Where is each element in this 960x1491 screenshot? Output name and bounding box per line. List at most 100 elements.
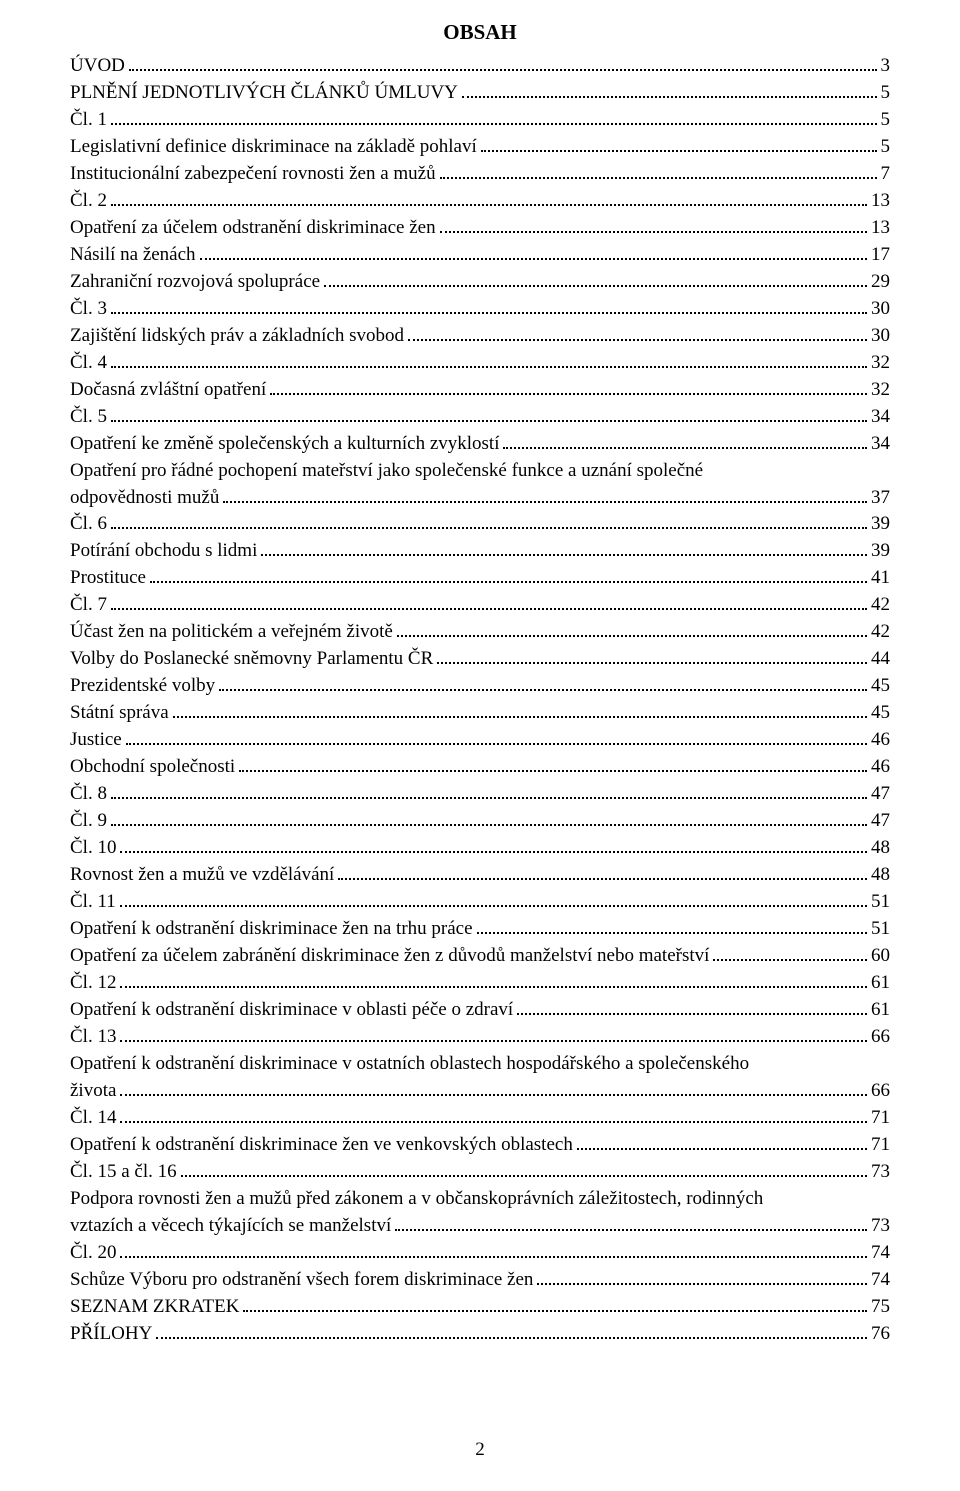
toc-entry-label: Opatření k odstranění diskriminace žen n…	[70, 916, 473, 943]
toc-entry-page: 30	[871, 323, 890, 350]
toc-entry-page: 45	[871, 673, 890, 700]
toc-entry-page: 47	[871, 781, 890, 808]
toc-entry-page: 48	[871, 862, 890, 889]
toc-entry-label: Čl. 14	[70, 1105, 116, 1132]
toc-leader-dots	[481, 139, 877, 152]
toc-entry-label: Volby do Poslanecké sněmovny Parlamentu …	[70, 646, 433, 673]
toc-entry: Institucionální zabezpečení rovnosti žen…	[70, 161, 890, 188]
toc-entry-page: 61	[871, 997, 890, 1024]
toc-leader-dots	[440, 165, 877, 178]
toc-entry-label: Čl. 3	[70, 296, 107, 323]
toc-entry-label: Schůze Výboru pro odstranění všech forem…	[70, 1267, 533, 1294]
toc-entry-page: 42	[871, 619, 890, 646]
toc-entry-label-tail: vztazích a věcech týkajících se manželst…	[70, 1213, 391, 1240]
toc-entry-label: Dočasná zvláštní opatření	[70, 377, 266, 404]
toc-entry-page: 76	[871, 1321, 890, 1348]
toc-entry-label: Čl. 11	[70, 889, 116, 916]
toc-entry-page: 47	[871, 808, 890, 835]
toc-entry: Čl. 432	[70, 350, 890, 377]
toc-entry-page: 32	[871, 377, 890, 404]
toc-entry: odpovědnosti mužů37	[70, 485, 890, 512]
toc-entry-label: Zahraniční rozvojová spolupráce	[70, 269, 320, 296]
toc-leader-dots	[173, 705, 867, 718]
toc-entry: ÚVOD 3	[70, 53, 890, 80]
toc-entry-label: SEZNAM ZKRATEK	[70, 1294, 239, 1321]
toc-leader-dots	[219, 678, 867, 691]
toc-leader-dots	[408, 327, 867, 340]
toc-leader-dots	[111, 813, 867, 826]
toc-leader-dots	[111, 408, 867, 421]
toc-entry: Čl. 534	[70, 404, 890, 431]
toc-entry-page: 41	[871, 565, 890, 592]
toc-entry-label: Obchodní společnosti	[70, 754, 235, 781]
toc-entry: Schůze Výboru pro odstranění všech forem…	[70, 1267, 890, 1294]
toc-entry-page: 75	[871, 1294, 890, 1321]
toc-leader-dots	[120, 894, 867, 907]
toc-entry-page: 45	[871, 700, 890, 727]
toc-entry-page: 60	[871, 943, 890, 970]
toc-leader-dots	[324, 273, 867, 286]
toc-entry-page: 30	[871, 296, 890, 323]
toc-leader-dots	[537, 1271, 867, 1284]
toc-leader-dots	[397, 624, 867, 637]
toc-entry-head: Opatření k odstranění diskriminace v ost…	[70, 1051, 890, 1078]
toc-leader-dots	[270, 381, 867, 394]
toc-entry: Opatření za účelem odstranění diskrimina…	[70, 215, 890, 242]
toc-entry-label: Opatření za účelem odstranění diskrimina…	[70, 215, 436, 242]
toc-entry-label: Čl. 13	[70, 1024, 116, 1051]
toc-entry: Justice46	[70, 727, 890, 754]
toc-entry-label: Čl. 20	[70, 1240, 116, 1267]
toc-entry: Opatření k odstranění diskriminace žen n…	[70, 916, 890, 943]
toc-entry-page: 5	[881, 107, 891, 134]
toc-entry-page: 61	[871, 970, 890, 997]
toc-entry-label: Čl. 1	[70, 107, 107, 134]
toc-leader-dots	[200, 246, 867, 259]
toc-leader-dots	[111, 597, 867, 610]
toc-entry: Dočasná zvláštní opatření 32	[70, 377, 890, 404]
toc-leader-dots	[111, 112, 877, 125]
toc-leader-dots	[120, 1109, 867, 1122]
toc-entry: Čl. 6 39	[70, 511, 890, 538]
toc-leader-dots	[437, 651, 867, 664]
toc-entry-label: Čl. 6	[70, 511, 107, 538]
toc-entry-page: 51	[871, 889, 890, 916]
toc-entry: života66	[70, 1078, 890, 1105]
toc-entry: Opatření ke změně společenských a kultur…	[70, 431, 890, 458]
toc-entry-page: 39	[871, 511, 890, 538]
toc-entry-page: 74	[871, 1267, 890, 1294]
toc-entry-label: ÚVOD	[70, 53, 125, 80]
toc-leader-dots	[338, 867, 867, 880]
toc-entry: SEZNAM ZKRATEK 75	[70, 1294, 890, 1321]
toc-entry-page: 73	[871, 1159, 890, 1186]
toc-entry: Potírání obchodu s lidmi39	[70, 538, 890, 565]
toc-entry-label: Čl. 5	[70, 404, 107, 431]
toc-entry: Čl. 3 30	[70, 296, 890, 323]
toc-entry-label: Opatření ke změně společenských a kultur…	[70, 431, 499, 458]
toc-entry: Opatření za účelem zabránění diskriminac…	[70, 943, 890, 970]
toc-entry-page: 46	[871, 727, 890, 754]
toc-entry-label: Opatření k odstranění diskriminace v obl…	[70, 997, 513, 1024]
toc-entry-head: Podpora rovnosti žen a mužů před zákonem…	[70, 1186, 890, 1213]
toc-entry-label: Institucionální zabezpečení rovnosti žen…	[70, 161, 436, 188]
toc-entry: Prostituce41	[70, 565, 890, 592]
toc-entry-page: 51	[871, 916, 890, 943]
toc-entry-page: 74	[871, 1240, 890, 1267]
toc-entry-page: 48	[871, 835, 890, 862]
toc-entry-label: Účast žen na politickém a veřejném život…	[70, 619, 393, 646]
toc-entry-label: Opatření k odstranění diskriminace žen v…	[70, 1132, 573, 1159]
toc-entry-page: 3	[881, 53, 891, 80]
toc-leader-dots	[150, 570, 867, 583]
toc-entry: Čl. 742	[70, 592, 890, 619]
toc-leader-dots	[111, 300, 867, 313]
toc-entry-page: 73	[871, 1213, 890, 1240]
toc-title: OBSAH	[70, 20, 890, 45]
toc-entry: Opatření k odstranění diskriminace žen v…	[70, 1132, 890, 1159]
toc-entry-page: 66	[871, 1024, 890, 1051]
toc-leader-dots	[239, 759, 867, 772]
toc-entry-label: PŘÍLOHY	[70, 1321, 152, 1348]
page: OBSAH ÚVOD3PLNĚNÍ JEDNOTLIVÝCH ČLÁNKŮ ÚM…	[0, 0, 960, 1491]
toc-entry: Zahraniční rozvojová spolupráce29	[70, 269, 890, 296]
toc-entry-page: 39	[871, 538, 890, 565]
toc-leader-dots	[120, 840, 867, 853]
toc-entry-page: 46	[871, 754, 890, 781]
